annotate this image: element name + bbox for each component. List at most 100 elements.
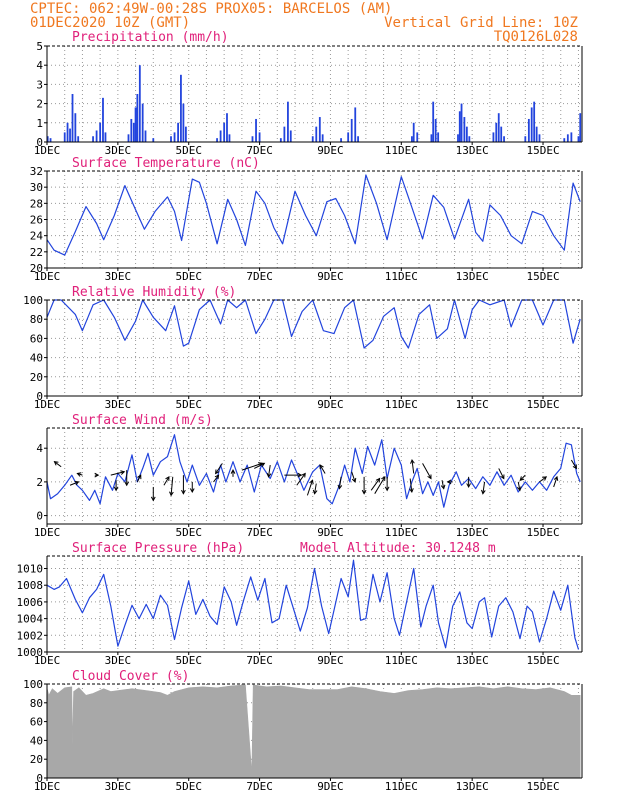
- y-tick-label: 5: [36, 40, 43, 53]
- y-tick-label: 60: [30, 332, 43, 345]
- precip-bar: [566, 134, 569, 142]
- y-tick-label: 40: [30, 734, 43, 747]
- x-tick-label: 11DEC: [385, 526, 418, 539]
- precip-bar: [92, 136, 94, 142]
- precip-bar: [289, 130, 292, 142]
- wind-arrowhead: [150, 496, 156, 502]
- y-tick-label: 24: [30, 230, 44, 243]
- precip-bar: [283, 126, 286, 142]
- wind-arrow: [54, 461, 62, 468]
- precip-bar: [503, 136, 505, 142]
- precip-bar: [134, 107, 137, 142]
- wind-arrow: [296, 473, 306, 486]
- x-tick-label: 13DEC: [456, 398, 489, 411]
- precip-bar: [258, 132, 261, 142]
- humidity-line: [46, 299, 581, 349]
- y-tick-label: 1008: [17, 579, 44, 592]
- wind-arrow: [241, 462, 263, 471]
- y-tick-label: 28: [30, 197, 43, 210]
- wind-arrowhead: [301, 472, 306, 478]
- precip-bar: [152, 138, 155, 142]
- x-tick-label: 3DEC: [105, 780, 132, 793]
- cloud-panel: 0 20 40 60 80 100 1DEC 3DEC 5DEC 7DEC 9DEC 11DEC 13D…: [23, 669, 583, 793]
- precip-bar: [74, 113, 77, 142]
- y-tick-label: 0: [36, 510, 43, 523]
- wind-arrowhead: [76, 472, 82, 477]
- x-tick-label: 13DEC: [456, 654, 489, 667]
- wind-arrow: [570, 459, 577, 469]
- precip-bar: [538, 134, 541, 142]
- x-tick-label: 11DEC: [385, 398, 418, 411]
- x-tick-label: 1DEC: [34, 654, 61, 667]
- precip-bar: [468, 136, 471, 142]
- precip-bar: [354, 107, 357, 142]
- wind-arrowhead: [94, 472, 100, 478]
- cloud-cover-area: [46, 684, 581, 779]
- precip-bar: [437, 132, 440, 142]
- precip-bar: [219, 130, 222, 142]
- precip-bar: [216, 138, 218, 142]
- x-tick-label: 13DEC: [456, 780, 489, 793]
- wind-arrowhead: [189, 488, 195, 494]
- x-tick-label: 3DEC: [105, 270, 132, 283]
- y-tick-label: 1010: [17, 563, 44, 576]
- wind-arrow: [136, 474, 142, 483]
- precip-bar: [127, 134, 130, 142]
- x-tick-label: 11DEC: [385, 144, 418, 157]
- y-tick-label: 26: [30, 214, 43, 227]
- precip-bar: [411, 136, 413, 142]
- precip-bar: [432, 101, 435, 142]
- wind-arrowhead: [351, 477, 357, 483]
- precip-bar: [318, 117, 321, 142]
- precip-bar: [563, 138, 566, 142]
- x-tick-label: 7DEC: [246, 270, 273, 283]
- precip-bar: [132, 122, 135, 142]
- wind-arrowhead: [410, 458, 415, 464]
- precip-bar: [533, 101, 536, 142]
- wind-arrowhead: [181, 489, 186, 495]
- x-tick-label: 7DEC: [246, 780, 273, 793]
- precip-bar: [173, 132, 176, 142]
- precip-title: Precipitation (mm/h): [72, 30, 229, 45]
- precip-bar: [71, 94, 74, 142]
- wind-arrow: [517, 481, 521, 491]
- precip-bar: [350, 118, 353, 142]
- y-tick-label: 1006: [17, 596, 44, 609]
- wind-arrowhead: [137, 474, 142, 480]
- precip-bar: [347, 132, 350, 142]
- wind-arrow: [319, 464, 326, 474]
- x-tick-label: 7DEC: [246, 398, 273, 411]
- x-tick-label: 15DEC: [526, 398, 559, 411]
- y-tick-label: 0: [36, 772, 43, 785]
- y-tick-label: 4: [36, 59, 43, 72]
- precip-bar: [340, 138, 342, 142]
- x-tick-label: 1DEC: [34, 780, 61, 793]
- precip-bar: [577, 136, 580, 142]
- wind-arrow: [213, 474, 219, 483]
- y-tick-label: 2: [36, 98, 43, 111]
- x-tick-label: 7DEC: [246, 526, 273, 539]
- precip-bar: [570, 132, 573, 142]
- precip-bar: [141, 103, 144, 142]
- precip-bar: [66, 122, 69, 142]
- precip-bar: [497, 113, 500, 142]
- wind-arrow: [306, 480, 313, 496]
- y-tick-label: 30: [30, 181, 43, 194]
- wind-arrow: [411, 459, 415, 474]
- wind-arrowhead: [375, 477, 381, 483]
- x-tick-label: 13DEC: [456, 526, 489, 539]
- wind-arrowhead: [165, 475, 170, 481]
- y-tick-label: 100: [23, 678, 43, 691]
- wind-arrow: [338, 476, 342, 489]
- wind-arrow: [370, 478, 381, 491]
- x-tick-label: 7DEC: [246, 654, 273, 667]
- pressure-panel: 1000 1002 1004 1006 1008 1010 1DEC 3DEC 5DEC 7DEC…: [17, 541, 583, 667]
- wind-arrowhead: [440, 484, 446, 490]
- x-tick-label: 9DEC: [317, 270, 344, 283]
- x-tick-label: 5DEC: [175, 398, 202, 411]
- precip-bar: [228, 134, 231, 142]
- x-tick-label: 15DEC: [526, 270, 559, 283]
- x-tick-label: 9DEC: [317, 780, 344, 793]
- x-tick-label: 11DEC: [385, 654, 418, 667]
